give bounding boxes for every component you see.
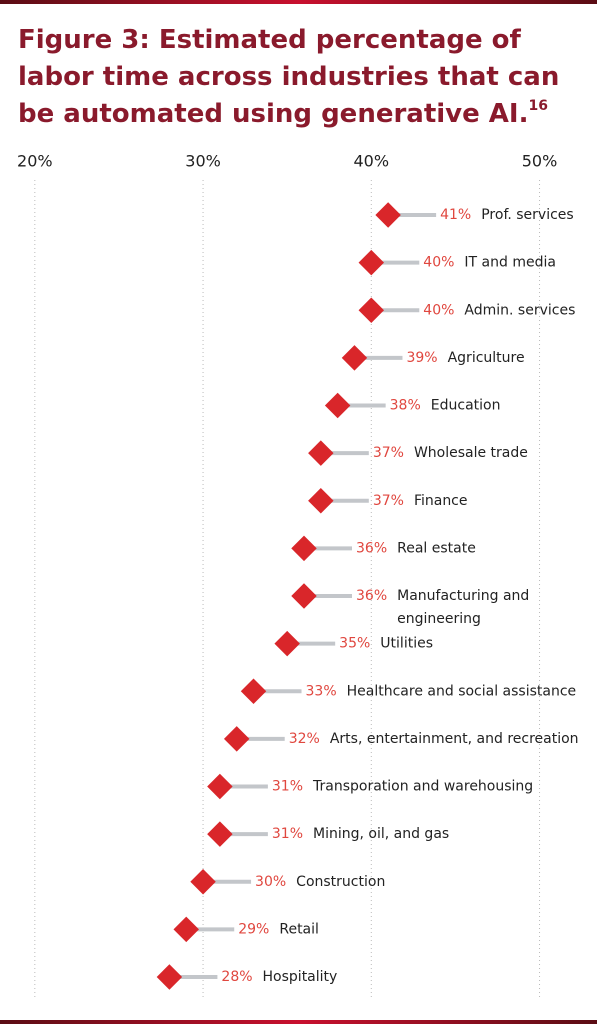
value-label: 40% [423,255,454,271]
bottom-rule [0,1020,597,1024]
diamond [173,916,199,943]
value-label: 30% [255,874,286,890]
diamond [291,535,317,562]
diamond [341,345,368,371]
category-label: Real estate [397,540,476,556]
diamond [308,488,334,514]
category-label: Prof. services [481,207,573,223]
value-label: 35% [339,636,370,652]
category-label: Construction [296,874,385,890]
diamond [324,392,351,419]
diamond [308,440,334,466]
value-label: 32% [289,731,320,747]
title-footnote: 16 [528,98,548,114]
chart-title: Figure 3: Estimated percentage of labor … [18,22,588,133]
diamond [291,583,317,609]
category-label: Healthcare and social assistance [347,683,577,699]
category-label: Manufacturing and engineering [397,588,534,627]
value-label: 28% [221,969,252,985]
x-tick-label: 40% [354,152,390,171]
value-label: 37% [373,493,404,509]
value-label: 39% [406,350,437,366]
category-label: Arts, entertainment, and recreation [330,731,579,747]
diamond [190,869,216,895]
diamond [358,249,385,276]
category-label: Utilities [380,636,433,652]
top-rule [0,0,597,4]
category-label: Education [431,398,501,414]
category-label: Wholesale trade [414,445,528,461]
diamond [156,964,183,990]
diamond [358,297,385,323]
category-label: Admin. services [464,302,575,318]
value-label: 36% [356,588,387,604]
category-label: Retail [279,921,319,937]
value-label: 33% [306,683,337,699]
diamond [207,773,233,800]
value-label: 37% [373,445,404,461]
diamond [223,726,250,752]
diamond [207,821,233,847]
x-tick-label: 20% [17,152,53,171]
diamond [240,678,267,704]
diamond [274,630,300,657]
category-label: IT and media [464,255,556,271]
title-text: Figure 3: Estimated percentage of labor … [18,25,560,129]
category-label: Transporation and warehousing [312,779,533,795]
x-tick-label: 30% [185,152,221,171]
value-label: 31% [272,826,303,842]
value-label: 31% [272,779,303,795]
x-tick-label: 50% [522,152,558,171]
value-label: 29% [238,921,269,937]
value-label: 40% [423,302,454,318]
value-label: 38% [390,398,421,414]
category-label: Hospitality [263,969,338,985]
category-label: Finance [414,493,468,509]
value-label: 41% [440,207,471,223]
category-label: Mining, oil, and gas [313,826,449,842]
diamond [375,202,401,228]
value-label: 36% [356,540,387,556]
category-label: Agriculture [448,350,525,366]
